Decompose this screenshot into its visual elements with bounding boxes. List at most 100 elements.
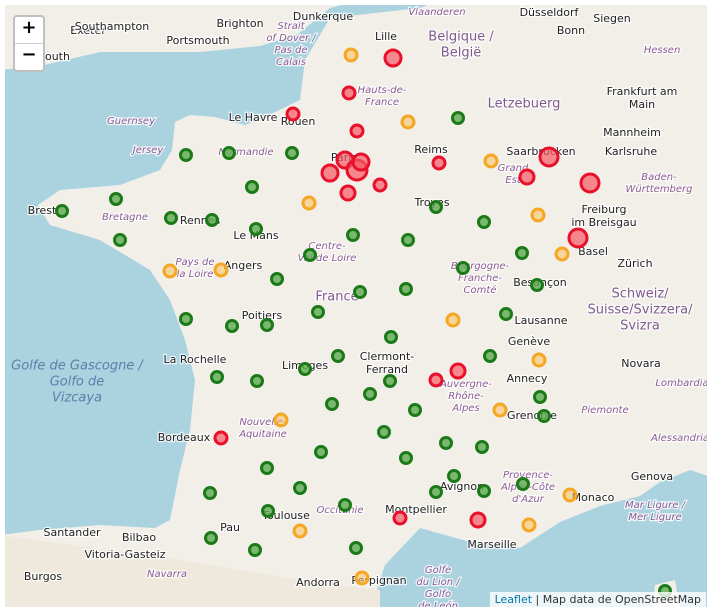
green-marker[interactable] — [353, 285, 367, 299]
map[interactable]: ExeterSouthamptonBrightonPortsmouthPlymo… — [5, 5, 707, 607]
green-marker[interactable] — [499, 307, 513, 321]
green-marker[interactable] — [349, 541, 363, 555]
green-marker[interactable] — [475, 440, 489, 454]
orange-marker[interactable] — [343, 47, 359, 63]
zoom-in[interactable]: + — [15, 17, 43, 44]
green-marker[interactable] — [260, 461, 274, 475]
green-marker[interactable] — [477, 215, 491, 229]
green-marker[interactable] — [451, 111, 465, 125]
green-marker[interactable] — [245, 180, 259, 194]
green-marker[interactable] — [113, 233, 127, 247]
orange-marker[interactable] — [531, 352, 547, 368]
region-label: Navarra — [147, 569, 187, 580]
green-marker[interactable] — [285, 146, 299, 160]
green-marker[interactable] — [260, 318, 274, 332]
green-marker[interactable] — [249, 222, 263, 236]
red-marker[interactable] — [449, 362, 467, 380]
green-marker[interactable] — [325, 397, 339, 411]
red-marker[interactable] — [372, 177, 388, 193]
leaflet-link[interactable]: Leaflet — [494, 593, 533, 606]
green-marker[interactable] — [408, 403, 422, 417]
green-marker[interactable] — [250, 374, 264, 388]
green-marker[interactable] — [384, 330, 398, 344]
orange-marker[interactable] — [213, 262, 229, 278]
green-marker[interactable] — [261, 504, 275, 518]
green-marker[interactable] — [456, 261, 470, 275]
green-marker[interactable] — [399, 451, 413, 465]
red-marker[interactable] — [320, 163, 340, 183]
green-marker[interactable] — [429, 485, 443, 499]
orange-marker[interactable] — [483, 153, 499, 169]
orange-marker[interactable] — [530, 207, 546, 223]
red-marker[interactable] — [431, 155, 447, 171]
green-marker[interactable] — [338, 498, 352, 512]
orange-marker[interactable] — [562, 487, 578, 503]
orange-marker[interactable] — [400, 114, 416, 130]
green-marker[interactable] — [401, 233, 415, 247]
green-marker[interactable] — [377, 425, 391, 439]
green-marker[interactable] — [210, 370, 224, 384]
green-marker[interactable] — [225, 319, 239, 333]
green-marker[interactable] — [248, 543, 262, 557]
red-marker[interactable] — [567, 227, 589, 249]
red-marker[interactable] — [339, 184, 357, 202]
red-marker[interactable] — [349, 123, 365, 139]
red-marker[interactable] — [213, 430, 229, 446]
orange-marker[interactable] — [445, 312, 461, 328]
green-marker[interactable] — [179, 148, 193, 162]
red-marker[interactable] — [469, 511, 487, 529]
orange-marker[interactable] — [273, 412, 289, 428]
orange-marker[interactable] — [301, 195, 317, 211]
green-marker[interactable] — [270, 272, 284, 286]
green-marker[interactable] — [439, 436, 453, 450]
red-marker[interactable] — [538, 146, 560, 168]
green-marker[interactable] — [346, 228, 360, 242]
green-marker[interactable] — [363, 387, 377, 401]
green-marker[interactable] — [55, 204, 69, 218]
red-marker[interactable] — [383, 48, 403, 68]
green-marker[interactable] — [205, 213, 219, 227]
green-marker[interactable] — [303, 248, 317, 262]
region-label: Golfe — [425, 565, 451, 576]
red-marker[interactable] — [341, 85, 357, 101]
green-marker[interactable] — [331, 349, 345, 363]
green-marker[interactable] — [222, 146, 236, 160]
orange-marker[interactable] — [492, 402, 508, 418]
green-marker[interactable] — [533, 390, 547, 404]
red-marker[interactable] — [428, 372, 444, 388]
green-marker[interactable] — [109, 192, 123, 206]
green-marker[interactable] — [483, 349, 497, 363]
green-marker[interactable] — [447, 469, 461, 483]
red-marker[interactable] — [392, 510, 408, 526]
red-marker[interactable] — [351, 152, 371, 172]
green-marker[interactable] — [164, 211, 178, 225]
red-marker[interactable] — [579, 172, 601, 194]
green-marker[interactable] — [383, 374, 397, 388]
green-marker[interactable] — [314, 445, 328, 459]
green-marker[interactable] — [298, 362, 312, 376]
place-label: Santander — [44, 526, 101, 539]
place-label: Genova — [631, 470, 673, 483]
region-label: Calais — [276, 57, 306, 68]
green-marker[interactable] — [537, 409, 551, 423]
red-marker[interactable] — [518, 168, 536, 186]
green-marker[interactable] — [293, 481, 307, 495]
orange-marker[interactable] — [354, 570, 370, 586]
green-marker[interactable] — [203, 486, 217, 500]
green-marker[interactable] — [179, 312, 193, 326]
orange-marker[interactable] — [521, 517, 537, 533]
zoom-out[interactable]: − — [21, 44, 37, 65]
orange-marker[interactable] — [162, 263, 178, 279]
orange-marker[interactable] — [292, 523, 308, 539]
orange-marker[interactable] — [554, 246, 570, 262]
green-marker[interactable] — [399, 282, 413, 296]
green-marker[interactable] — [516, 477, 530, 491]
green-marker[interactable] — [477, 484, 491, 498]
green-marker[interactable] — [311, 305, 325, 319]
red-marker[interactable] — [285, 106, 301, 122]
green-marker[interactable] — [204, 531, 218, 545]
green-marker[interactable] — [429, 200, 443, 214]
region-label: Aquitaine — [238, 429, 287, 440]
green-marker[interactable] — [515, 246, 529, 260]
green-marker[interactable] — [530, 278, 544, 292]
